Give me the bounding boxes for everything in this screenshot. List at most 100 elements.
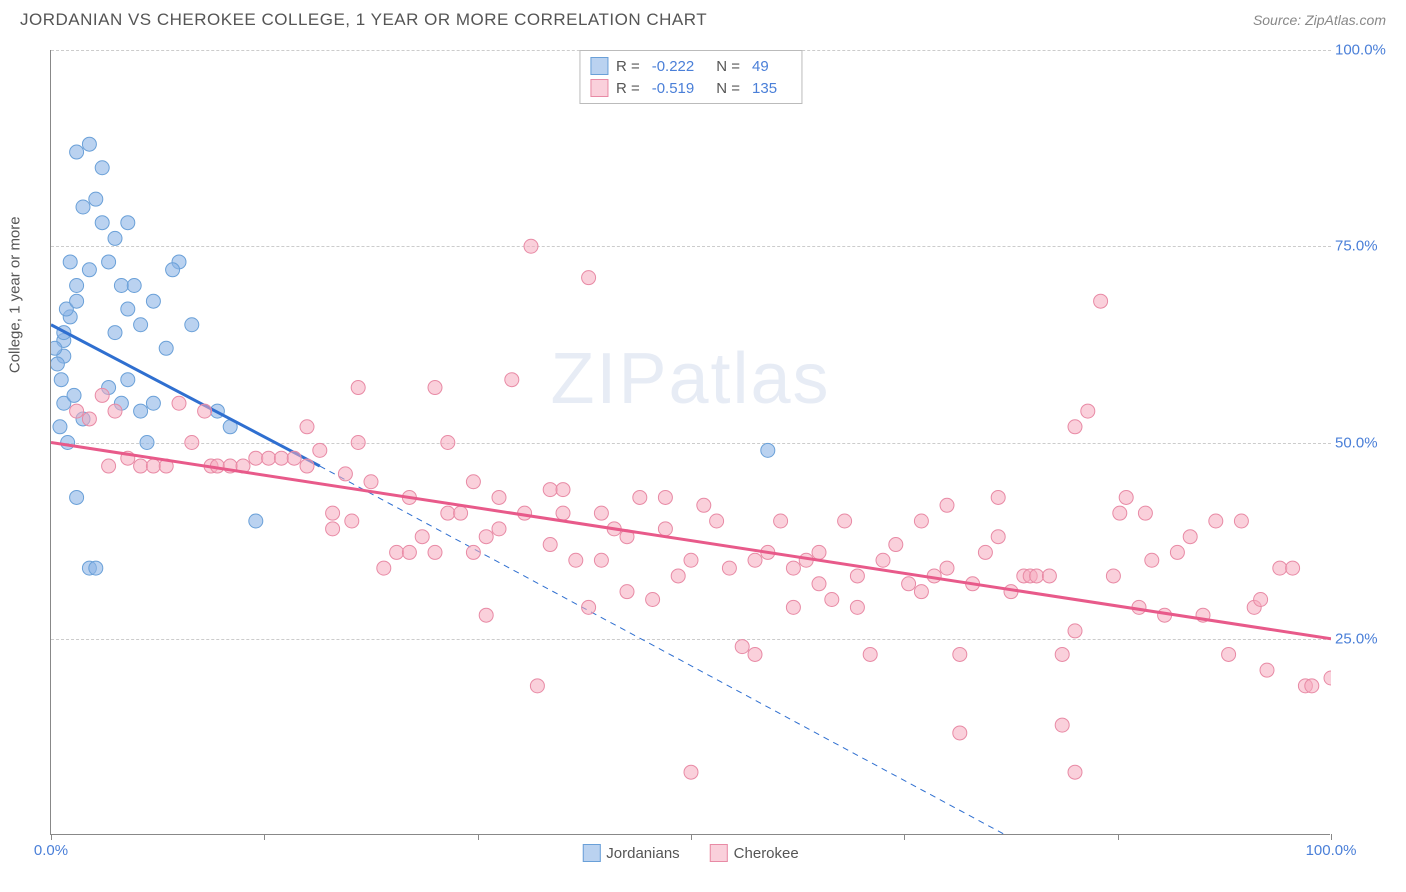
scatter-point <box>850 569 864 583</box>
scatter-point <box>146 396 160 410</box>
scatter-point <box>61 436 75 450</box>
scatter-point <box>684 765 698 779</box>
scatter-point <box>108 326 122 340</box>
scatter-point <box>492 522 506 536</box>
scatter-point <box>1305 679 1319 693</box>
plot-area: ZIPatlas R = -0.222 N = 49 R = -0.519 N … <box>50 50 1330 835</box>
scatter-point <box>1254 593 1268 607</box>
scatter-point <box>185 436 199 450</box>
scatter-point <box>127 279 141 293</box>
scatter-point <box>748 647 762 661</box>
scatter-point <box>390 545 404 559</box>
scatter-point <box>121 216 135 230</box>
scatter-point <box>351 381 365 395</box>
scatter-point <box>402 545 416 559</box>
scatter-point <box>1055 647 1069 661</box>
scatter-point <box>991 530 1005 544</box>
scatter-point <box>338 467 352 481</box>
scatter-point <box>684 553 698 567</box>
scatter-point <box>825 593 839 607</box>
scatter-point <box>953 726 967 740</box>
scatter-point <box>198 404 212 418</box>
correlation-legend-box: R = -0.222 N = 49 R = -0.519 N = 135 <box>579 50 802 104</box>
scatter-point <box>102 459 116 473</box>
scatter-point <box>530 679 544 693</box>
scatter-point <box>114 279 128 293</box>
scatter-point <box>838 514 852 528</box>
scatter-point <box>812 577 826 591</box>
scatter-point <box>82 263 96 277</box>
scatter-point <box>594 553 608 567</box>
chart-title: JORDANIAN VS CHEROKEE COLLEGE, 1 YEAR OR… <box>20 10 707 30</box>
scatter-point <box>300 459 314 473</box>
scatter-point <box>415 530 429 544</box>
scatter-plot-svg <box>51 50 1331 835</box>
scatter-point <box>82 137 96 151</box>
scatter-point <box>146 459 160 473</box>
scatter-point <box>67 388 81 402</box>
r-label: R = <box>616 58 640 75</box>
scatter-point <box>249 451 263 465</box>
n-value-jordanians: 49 <box>752 58 769 75</box>
scatter-point <box>761 443 775 457</box>
legend-item-cherokee: Cherokee <box>710 844 799 862</box>
x-tick-label: 0.0% <box>34 842 68 859</box>
scatter-point <box>914 585 928 599</box>
r-label: R = <box>616 80 640 97</box>
series-legend: Jordanians Cherokee <box>582 844 798 862</box>
scatter-point <box>774 514 788 528</box>
legend-row-cherokee: R = -0.519 N = 135 <box>590 77 791 99</box>
scatter-point <box>1119 490 1133 504</box>
scatter-point <box>95 216 109 230</box>
scatter-point <box>70 279 84 293</box>
scatter-point <box>582 271 596 285</box>
scatter-point <box>102 255 116 269</box>
n-value-cherokee: 135 <box>752 80 777 97</box>
scatter-point <box>134 459 148 473</box>
scatter-point <box>287 451 301 465</box>
scatter-point <box>326 506 340 520</box>
scatter-point <box>441 436 455 450</box>
scatter-point <box>1234 514 1248 528</box>
scatter-point <box>479 608 493 622</box>
scatter-point <box>889 538 903 552</box>
scatter-point <box>63 255 77 269</box>
r-value-cherokee: -0.519 <box>652 80 695 97</box>
scatter-point <box>89 192 103 206</box>
chart-header: JORDANIAN VS CHEROKEE COLLEGE, 1 YEAR OR… <box>0 0 1406 35</box>
scatter-point <box>978 545 992 559</box>
scatter-point <box>524 239 538 253</box>
scatter-point <box>582 600 596 614</box>
x-tick <box>1331 834 1332 840</box>
scatter-point <box>1145 553 1159 567</box>
swatch-jordanians <box>582 844 600 862</box>
scatter-point <box>428 545 442 559</box>
y-tick-label: 25.0% <box>1335 630 1390 647</box>
scatter-point <box>1138 506 1152 520</box>
scatter-point <box>51 357 64 371</box>
scatter-point <box>735 640 749 654</box>
scatter-point <box>274 451 288 465</box>
scatter-point <box>1094 294 1108 308</box>
scatter-point <box>377 561 391 575</box>
scatter-point <box>914 514 928 528</box>
y-tick-label: 75.0% <box>1335 238 1390 255</box>
trend-line <box>51 443 1331 639</box>
scatter-point <box>313 443 327 457</box>
scatter-point <box>697 498 711 512</box>
scatter-point <box>722 561 736 575</box>
n-label: N = <box>716 58 740 75</box>
scatter-point <box>1113 506 1127 520</box>
scatter-point <box>262 451 276 465</box>
scatter-point <box>876 553 890 567</box>
swatch-jordanians <box>590 57 608 75</box>
scatter-point <box>466 475 480 489</box>
scatter-point <box>492 490 506 504</box>
scatter-point <box>326 522 340 536</box>
y-axis-label: College, 1 year or more <box>7 216 24 373</box>
scatter-point <box>146 294 160 308</box>
scatter-point <box>1106 569 1120 583</box>
legend-row-jordanians: R = -0.222 N = 49 <box>590 55 791 77</box>
scatter-point <box>1055 718 1069 732</box>
scatter-point <box>1068 624 1082 638</box>
